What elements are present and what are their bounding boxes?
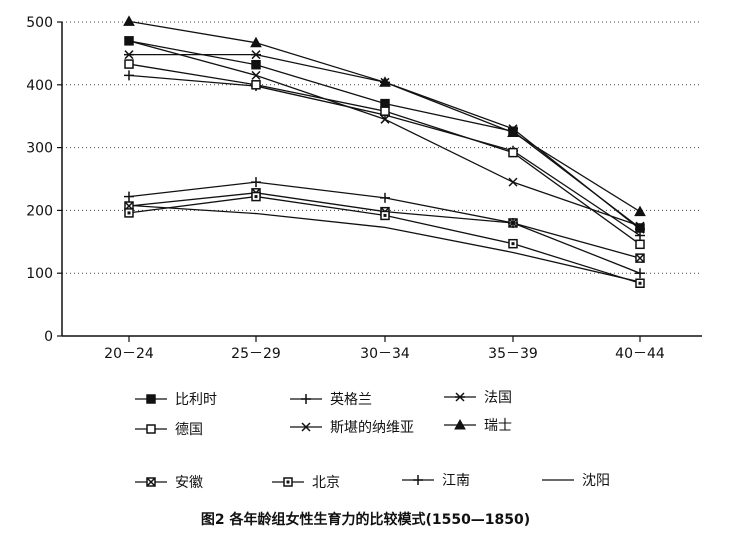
legend-label: 斯堪的纳维亚 [330,420,414,436]
legend-item: 沈阳 [540,468,610,492]
legend-marker [146,394,156,404]
legend-item: 北京 [270,470,340,494]
legend-marker [146,424,156,434]
data-point [123,15,135,26]
figure-caption: 图2 各年龄组女性生育力的比较模式(1550—1850) [200,512,531,528]
data-point [508,217,518,228]
y-tick-label: 200 [26,203,53,219]
data-point [380,114,390,124]
x-tick-label: 20－24 [104,346,154,362]
series-markers [123,15,646,288]
legend-marker [301,394,311,404]
y-tick-label: 100 [26,266,53,282]
legend-item: 安徽 [133,470,203,494]
data-point [124,36,134,46]
data-point [251,59,261,70]
legend-swatch [272,477,304,487]
legend-swatch [444,418,476,430]
legend-marker [283,477,293,487]
data-point [635,253,645,263]
data-point [251,177,261,188]
legend-label: 安徽 [175,475,203,491]
legend-label: 法国 [484,390,512,406]
x-tick-label: 35－39 [488,346,538,362]
data-point [508,177,518,187]
legend-marker [146,477,156,487]
data-point [124,59,134,69]
legend-marker [454,418,466,430]
legend-label: 北京 [312,475,340,491]
legend-marker [413,475,423,485]
legend-item: 瑞士 [442,413,512,437]
legend-label: 沈阳 [582,473,610,489]
legend-marker [455,392,465,402]
data-point [635,239,645,250]
line-chart: 0 100 200 300 400 500 20－24 25－29 30－34 35－39 40－4… [26,15,702,362]
data-point [251,191,261,202]
data-point [380,106,390,116]
data-point [634,205,646,217]
data-point [508,147,518,158]
legend-swatch [290,394,322,404]
x-tick-label: 40－44 [615,346,665,362]
legend-item: 比利时 [133,387,217,411]
legend-item: 江南 [400,468,470,492]
data-point [508,238,518,249]
gridlines [62,21,702,274]
y-tick-label: 300 [26,141,53,157]
x-tick-label: 25－29 [231,346,281,362]
data-point [251,70,261,80]
legend: 比利时 英格兰 法国德国 斯堪的纳维亚 瑞士安徽 北京 江南 沈阳 [0,380,731,500]
data-point [124,191,134,202]
data-point [379,76,391,87]
data-point [635,230,645,241]
data-point [380,210,390,221]
data-point [635,268,645,279]
data-point [124,50,134,60]
legend-label: 德国 [175,422,203,438]
x-tick-label: 30－34 [360,346,410,362]
legend-label: 英格兰 [330,392,372,408]
legend-swatch [542,479,574,481]
data-point [251,50,261,60]
data-point [124,70,134,81]
data-point [635,278,645,288]
legend-swatch [135,424,167,434]
data-point [507,126,519,138]
legend-swatch [402,475,434,485]
legend-label: 江南 [442,473,470,489]
data-point [251,80,261,90]
axes: 0 100 200 300 400 500 20－24 25－29 30－34 35－39 40－4… [26,15,702,362]
legend-label: 瑞士 [484,418,512,434]
legend-item: 德国 [133,417,203,441]
legend-item: 法国 [442,385,512,409]
series-line [128,204,641,283]
legend-marker [301,422,311,432]
y-tick-label: 500 [26,15,53,31]
legend-item: 斯堪的纳维亚 [288,415,414,439]
data-point [635,221,645,231]
legend-item: 英格兰 [288,387,372,411]
y-tick-label: 0 [44,329,53,345]
legend-swatch [135,394,167,404]
legend-swatch [290,422,322,432]
y-tick-label: 400 [26,78,53,94]
legend-label: 比利时 [175,392,217,408]
data-point [124,208,134,218]
data-point [380,192,390,203]
legend-swatch [135,477,167,487]
series-lines [128,20,641,284]
data-point [250,36,262,48]
legend-swatch [444,392,476,402]
